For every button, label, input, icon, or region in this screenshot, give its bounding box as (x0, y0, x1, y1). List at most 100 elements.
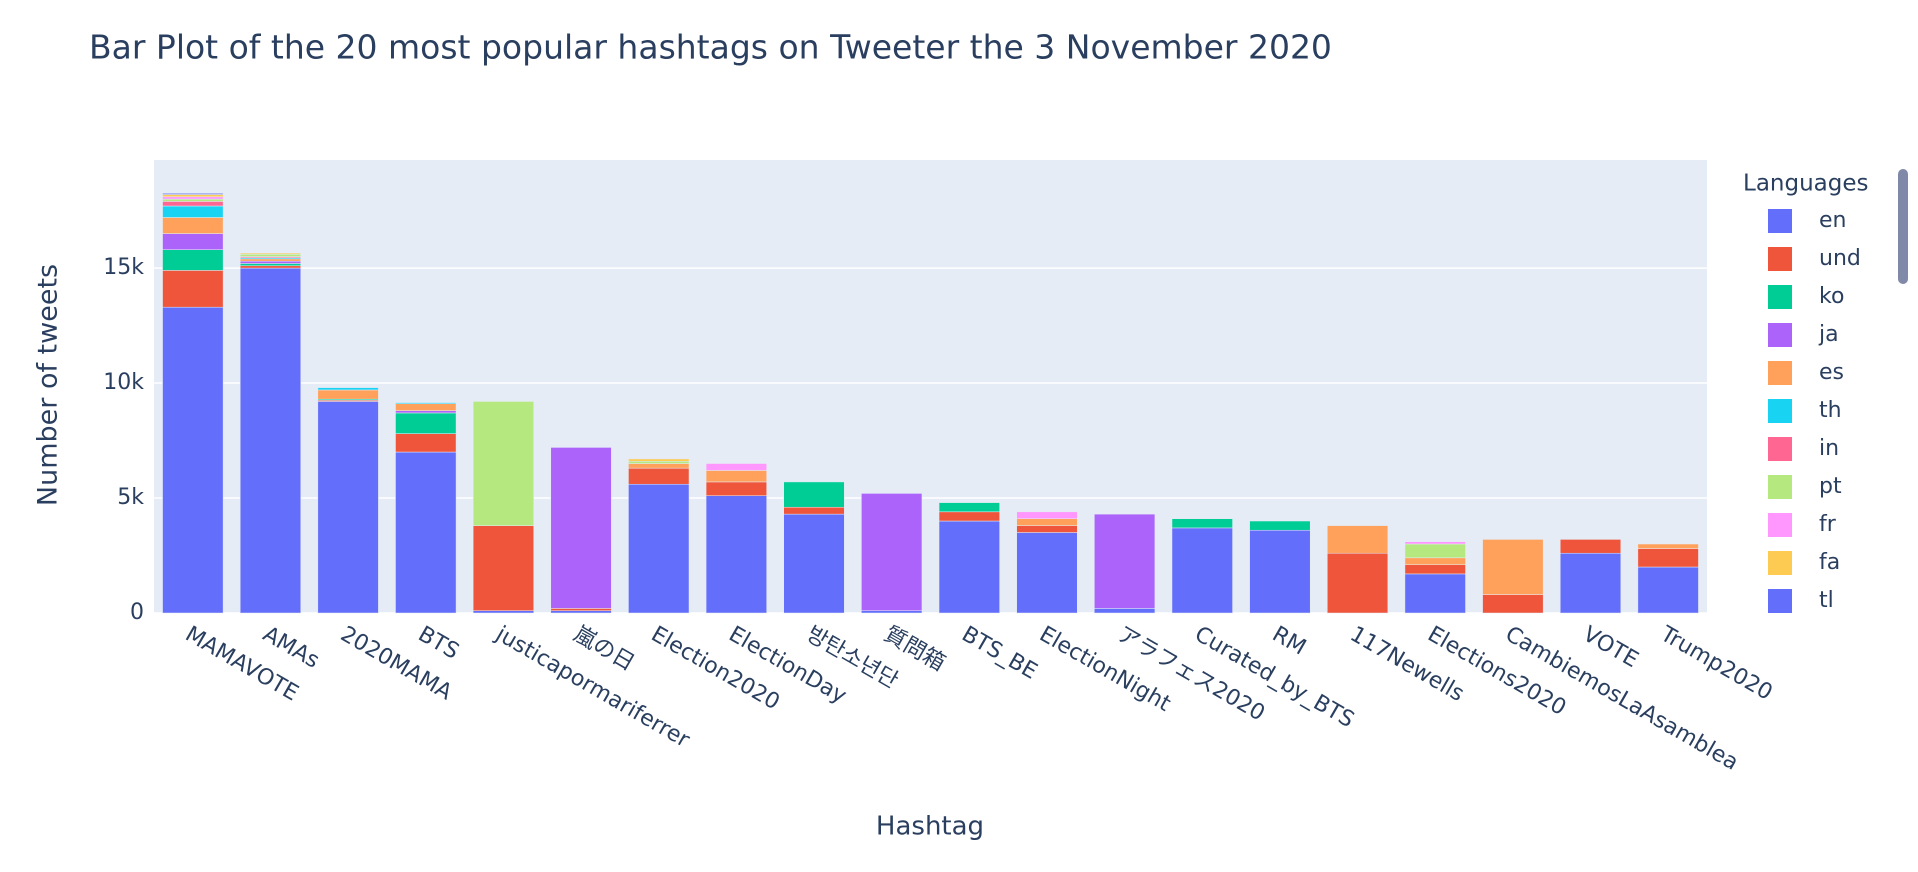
legend-label[interactable]: fr (1819, 512, 1837, 537)
bar-segment (628, 460, 690, 464)
legend-swatch[interactable] (1768, 589, 1792, 613)
bar-segment (1637, 548, 1699, 568)
bar-segment (395, 433, 457, 453)
legend-label[interactable]: pt (1819, 474, 1842, 499)
legend-scrollbar[interactable] (1898, 169, 1908, 284)
bar-segment (1171, 518, 1233, 529)
bar-segment (705, 481, 767, 496)
y-tick-label: 5k (117, 485, 144, 510)
bar-segment (705, 463, 767, 471)
bar-segment (1404, 557, 1466, 565)
legend-label[interactable]: in (1819, 436, 1839, 461)
legend-swatch[interactable] (1768, 323, 1792, 347)
y-axis-title: Number of tweets (33, 264, 64, 506)
bar-segment (628, 458, 690, 462)
legend-swatch[interactable] (1768, 551, 1792, 575)
bar-segment (162, 194, 224, 198)
bar-segment (628, 467, 690, 485)
plot-area (154, 160, 1707, 613)
bar-segment (239, 252, 302, 255)
bar-segment (395, 403, 457, 411)
legend-swatch[interactable] (1768, 247, 1792, 271)
bar-segment (395, 451, 457, 614)
legend-swatch[interactable] (1768, 513, 1792, 537)
legend-label[interactable]: ko (1819, 284, 1844, 309)
legend-swatch[interactable] (1768, 209, 1792, 233)
legend-swatch[interactable] (1768, 475, 1792, 499)
bar-segment (1482, 539, 1544, 595)
bar-segment (162, 233, 224, 250)
x-tick-label: BTS_BE (957, 622, 1041, 685)
bar-segment (1094, 608, 1156, 614)
bar-segment (239, 254, 302, 257)
bar-segment (1249, 520, 1311, 531)
legend-label[interactable]: th (1819, 398, 1842, 423)
x-tick-label: BTS (414, 622, 463, 665)
bar-segment (628, 483, 690, 614)
y-tick-label: 10k (103, 370, 144, 395)
legend-swatch[interactable] (1768, 285, 1792, 309)
legend-label[interactable]: en (1819, 208, 1846, 233)
legend-swatch[interactable] (1768, 437, 1792, 461)
bar-segment (162, 201, 224, 207)
bar-segment (162, 217, 224, 234)
bar-segment (705, 495, 767, 614)
bar-segment (938, 502, 1000, 513)
bar-segment (1016, 511, 1078, 519)
bar-segment (1249, 529, 1311, 614)
bar-segment (162, 270, 224, 308)
legend-swatch[interactable] (1768, 361, 1792, 385)
bar-segment (239, 267, 302, 614)
bar-segment (472, 525, 534, 611)
x-tick-label: RM (1268, 622, 1310, 661)
bar-segment (1016, 532, 1078, 614)
bar-segment (938, 511, 1000, 522)
bar-segment (550, 608, 612, 611)
bar-segment (861, 493, 923, 611)
bar-segment (1637, 566, 1699, 614)
legend-label[interactable]: und (1819, 246, 1861, 271)
bar-segment (628, 463, 690, 469)
bar-segment (1094, 513, 1156, 609)
bar-segment (472, 401, 534, 526)
bar-segment (239, 258, 302, 262)
bar-segment (239, 265, 302, 269)
bar-segment (783, 481, 845, 508)
bar-segment (317, 401, 379, 614)
x-tick-label: Trump2020 (1655, 621, 1776, 705)
legend-swatch[interactable] (1768, 399, 1792, 423)
bar-segment (162, 198, 224, 202)
y-tick-label: 0 (130, 600, 144, 625)
bar-segment (1637, 543, 1699, 549)
x-tick-label: ElectionNight (1035, 622, 1175, 717)
chart-title: Bar Plot of the 20 most popular hashtags… (89, 28, 1332, 67)
bar-segment (239, 260, 302, 264)
bar-segment (317, 387, 379, 391)
bar-segment (162, 193, 224, 195)
legend-title: Languages (1743, 171, 1869, 197)
bar-segment (938, 520, 1000, 614)
legend-label[interactable]: ja (1818, 322, 1839, 347)
legend-label[interactable]: es (1819, 360, 1844, 385)
bar-segment (1404, 541, 1466, 545)
bar-segment (239, 263, 302, 267)
x-tick-label: Election2020 (647, 622, 784, 716)
bar-segment (317, 389, 379, 400)
bar-segment (395, 402, 457, 404)
bar-segment (1404, 543, 1466, 559)
bar-segment (395, 410, 457, 414)
legend-label[interactable]: fa (1819, 550, 1840, 575)
y-tick-label: 15k (103, 255, 144, 280)
bar-segment (783, 513, 845, 614)
bar-segment (395, 412, 457, 434)
bar-segment (783, 506, 845, 515)
bar-segment (1171, 527, 1233, 614)
bar-segment (162, 205, 224, 218)
bar-segment (1016, 525, 1078, 533)
bar-segment (472, 610, 534, 614)
bar-segment (1327, 552, 1389, 614)
bar-segment (1404, 573, 1466, 614)
bar-segment (550, 447, 612, 609)
bar-segment (162, 196, 224, 200)
legend-label[interactable]: tl (1819, 588, 1834, 613)
